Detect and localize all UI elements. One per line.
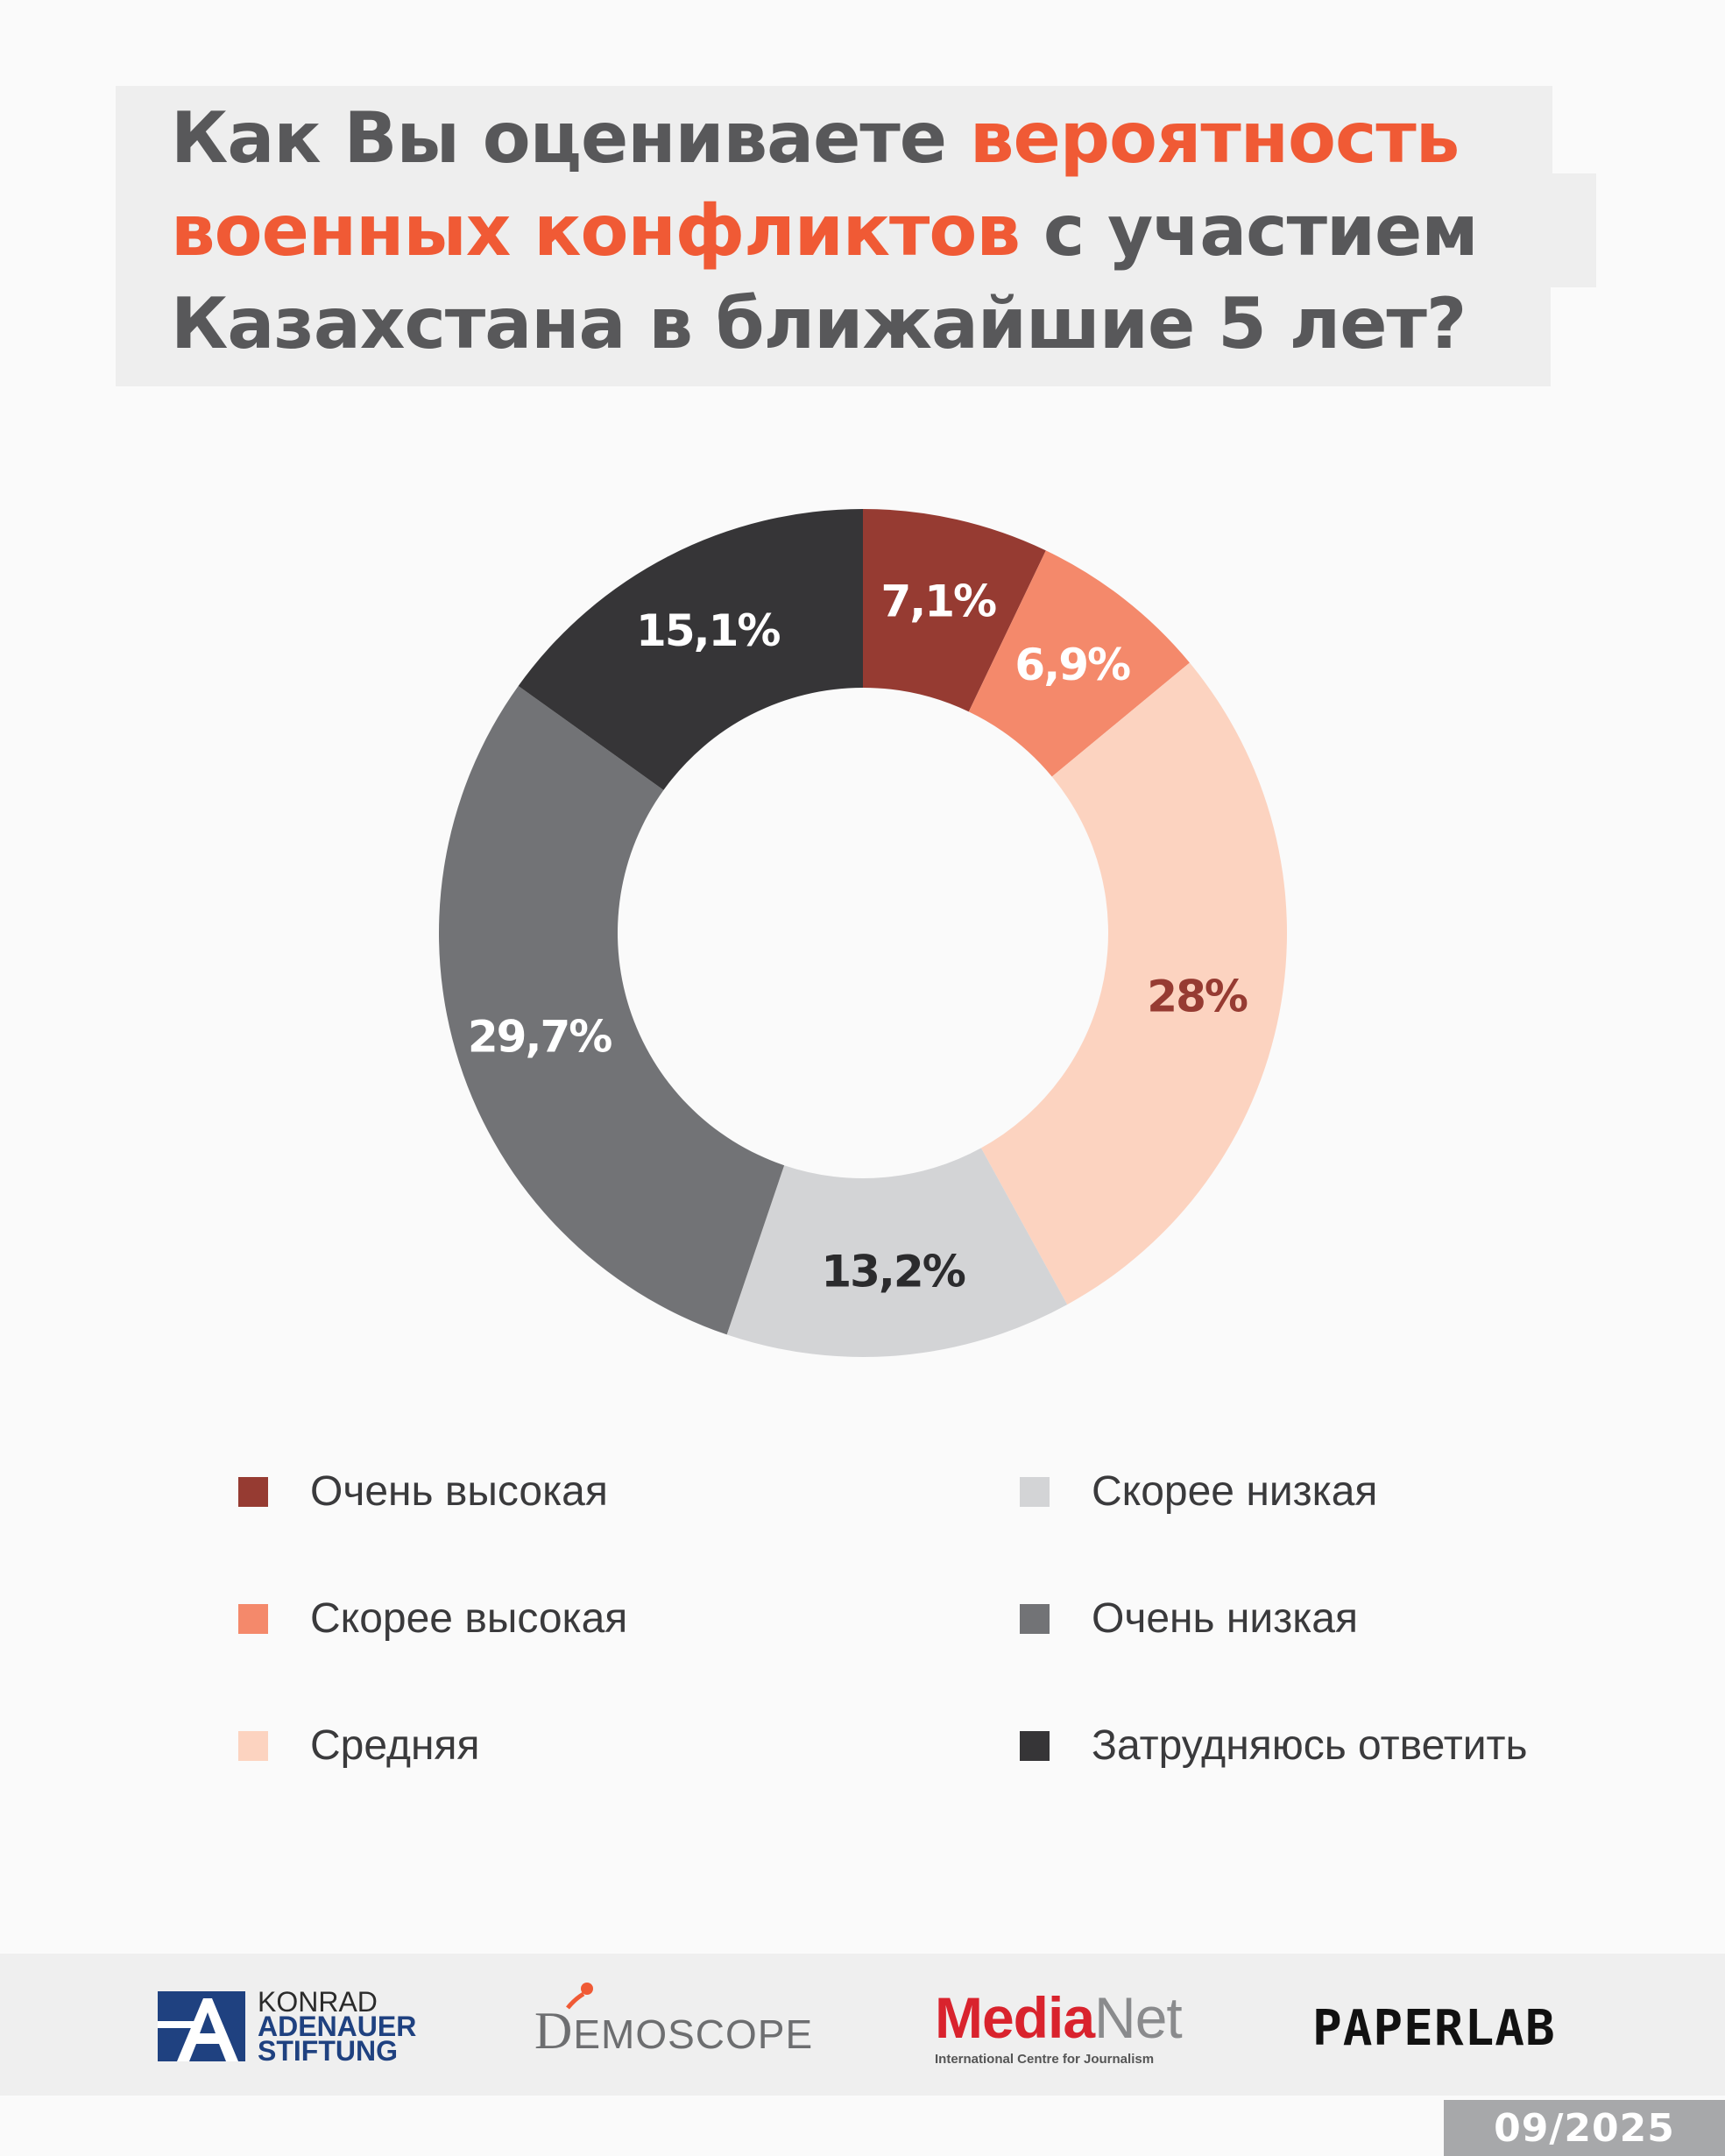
date-text: 09/2025: [1494, 2105, 1675, 2151]
donut-slice: [518, 509, 863, 790]
kas-logo: KONRAD ADENAUER STIFTUNG: [158, 1986, 417, 2067]
slice-value-label: 28%: [1147, 972, 1248, 1022]
medianet-logo: MediaNet International Centre for Journa…: [935, 1985, 1183, 2067]
medianet-logo-text: MediaNet: [935, 1985, 1183, 2050]
donut-chart: 7,1% 6,9% 28% 13,2% 29,7% 15,1%: [438, 509, 1287, 1357]
footer-logo-bar: [0, 1954, 1725, 2096]
title-line-2: военных конфликтов с участием: [171, 190, 1479, 272]
title-background: [116, 173, 1596, 287]
slice-value-label: 29,7%: [468, 1012, 612, 1063]
legend-label: Затрудняюсь ответить: [1092, 1722, 1528, 1769]
kas-logo-icon: [158, 1991, 245, 2061]
legend-swatch: [238, 1603, 268, 1634]
demoscope-logo-text: DEMOSCOPE: [534, 2002, 814, 2060]
kas-logo-text: KONRAD ADENAUER STIFTUNG: [258, 1986, 417, 2067]
title-background: [116, 86, 1552, 178]
legend-item-rather-high: Скорее высокая: [238, 1594, 627, 1643]
donut-slice: [726, 1148, 1068, 1357]
demoscope-figure-icon: [566, 1983, 593, 2010]
date-badge: 09/2025: [1444, 2100, 1725, 2156]
title-line-3: Казахстана в ближайшие 5 лет?: [171, 283, 1467, 364]
paperlab-logo: PAPERLAB: [1312, 2000, 1556, 2057]
title-background: [116, 283, 1551, 386]
donut-slice: [438, 685, 785, 1335]
slice-value-label: 13,2%: [821, 1246, 965, 1297]
legend-item-very-low: Очень низкая: [1020, 1594, 1358, 1643]
title-line-1: Как Вы оцениваете вероятность: [171, 97, 1460, 179]
legend-swatch: [1020, 1603, 1050, 1634]
legend-label: Очень высокая: [310, 1468, 608, 1515]
legend-swatch: [238, 1730, 268, 1761]
legend-swatch: [238, 1476, 268, 1507]
paperlab-logo-text: PAPERLAB: [1312, 2000, 1556, 2057]
slice-value-label: 6,9%: [1014, 640, 1130, 690]
legend-item-very-high: Очень высокая: [238, 1467, 608, 1516]
legend-swatch: [1020, 1730, 1050, 1761]
slice-value-label: 15,1%: [636, 605, 780, 656]
legend-item-rather-low: Скорее низкая: [1020, 1467, 1377, 1516]
legend-label: Скорее низкая: [1092, 1468, 1378, 1515]
legend-swatch: [1020, 1476, 1050, 1507]
legend-item-hard-to-say: Затрудняюсь ответить: [1020, 1721, 1528, 1770]
legend-label: Очень низкая: [1092, 1595, 1358, 1642]
donut-slice: [863, 509, 1046, 712]
legend-label: Скорее высокая: [310, 1595, 628, 1642]
legend-label: Средняя: [310, 1722, 480, 1769]
donut-slice: [968, 550, 1190, 777]
donut-slice: [980, 662, 1287, 1305]
slice-value-label: 7,1%: [880, 576, 996, 627]
legend-item-medium: Средняя: [238, 1721, 480, 1770]
medianet-subtitle: International Centre for Journalism: [935, 2052, 1155, 2067]
demoscope-logo: DEMOSCOPE: [534, 1982, 813, 2061]
